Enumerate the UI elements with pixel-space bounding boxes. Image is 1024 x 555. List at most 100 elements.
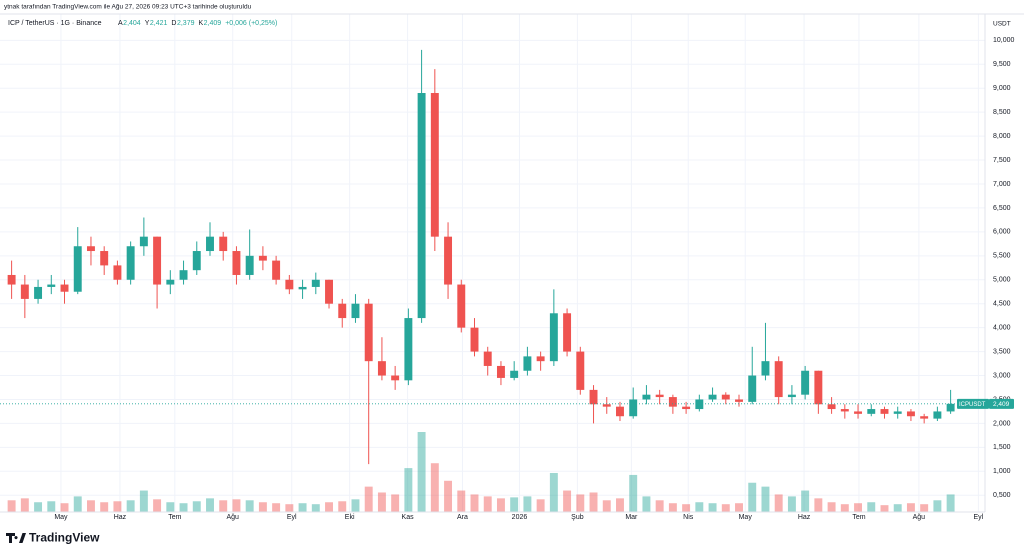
volume-bar: [444, 480, 453, 512]
candle-body: [774, 361, 783, 398]
volume-bar: [60, 503, 69, 512]
x-tick-label: Mar: [625, 514, 638, 521]
volume-bar: [179, 503, 188, 512]
x-tick-label: Ağu: [913, 514, 926, 521]
candle-body: [86, 246, 95, 252]
volume-bar: [549, 472, 558, 512]
volume-bar: [232, 499, 241, 512]
legend-value: 2,379: [177, 20, 195, 27]
volume-bar: [139, 490, 148, 512]
candle-body: [444, 236, 453, 285]
candle-body: [906, 411, 915, 417]
volume-bar: [576, 494, 585, 512]
y-tick-label: 6,000: [993, 229, 1011, 236]
y-tick-label: 8,500: [993, 109, 1011, 116]
legend-key: Y: [145, 20, 150, 27]
volume-bar: [86, 500, 95, 512]
volume-bar: [285, 504, 294, 512]
candle-body: [589, 389, 598, 405]
volume-bar: [893, 504, 902, 512]
candle-body: [7, 274, 16, 285]
volume: [7, 432, 955, 512]
volume-bar: [457, 490, 466, 512]
candle-body: [920, 416, 929, 419]
price-tag: [989, 398, 1014, 409]
x-tick-label: Nis: [683, 514, 694, 521]
x-tick-label: Eki: [345, 514, 355, 521]
legend-key: K: [199, 20, 204, 27]
candle-body: [404, 318, 413, 381]
logo-icon: [6, 533, 26, 543]
candle-body: [642, 394, 651, 400]
x-tick-label: Ağu: [227, 514, 240, 521]
candle-body: [298, 286, 307, 290]
candle-body: [325, 279, 333, 304]
candle-body: [893, 411, 902, 414]
volume-bar: [721, 504, 730, 512]
volume-bar: [417, 432, 426, 512]
candle-body: [351, 303, 360, 319]
volume-bar: [668, 503, 677, 512]
candle-body: [60, 284, 69, 292]
x-tick-label: Haz: [114, 514, 127, 521]
candle-body: [536, 356, 545, 362]
legend-key: D: [171, 20, 176, 27]
candle-body: [126, 246, 135, 280]
y-tick-label: 4,500: [993, 301, 1011, 308]
candle-body: [47, 284, 56, 287]
candle-body: [510, 370, 519, 378]
volume-bar: [602, 500, 611, 512]
volume-bar: [867, 502, 876, 512]
volume-bar: [589, 492, 598, 512]
candle-body: [100, 251, 109, 266]
volume-bar: [906, 503, 915, 512]
y-tick-label: 7,000: [993, 181, 1011, 188]
currency: USDT: [993, 21, 1011, 28]
candle-body: [867, 409, 876, 414]
x-tick-label: Tem: [168, 514, 181, 521]
x-tick-label: Ara: [457, 514, 468, 521]
volume-bar: [153, 499, 162, 512]
volume-bar: [100, 502, 109, 512]
y-tick-label: 9,500: [993, 61, 1011, 68]
attribution: ytnak tarafından TradingView.com ile Ağu…: [4, 4, 252, 11]
volume-bar: [404, 468, 413, 512]
candle-body: [391, 375, 400, 381]
candle-body: [272, 260, 281, 280]
candle-body: [946, 403, 955, 412]
volume-bar: [814, 498, 823, 512]
legend-change: +0,006 (+0,25%): [225, 20, 277, 27]
y-tick-label: 7,500: [993, 157, 1011, 164]
candle-body: [655, 394, 664, 398]
y-tick-label: 4,000: [993, 324, 1011, 331]
candle-body: [192, 251, 201, 271]
candle-body: [139, 236, 148, 247]
legend-value: 2,409: [204, 20, 222, 27]
volume-bar: [787, 496, 796, 512]
candle-body: [113, 265, 122, 280]
candle-body: [735, 399, 743, 402]
candle-body: [179, 270, 188, 280]
candle-body: [457, 284, 466, 328]
candle-body: [20, 284, 29, 299]
y-tick-label: 3,500: [993, 348, 1011, 355]
legend-value: 2,421: [150, 20, 168, 27]
volume-bar: [536, 499, 545, 512]
candle-body: [748, 375, 757, 402]
candle-body: [854, 411, 863, 414]
volume-bar: [682, 504, 691, 512]
symbol-tag: [957, 398, 989, 409]
candle-body: [34, 286, 43, 299]
grid: [0, 14, 985, 512]
candle-body: [338, 303, 347, 319]
volume-bar: [880, 505, 889, 512]
y-tick-label: 3,000: [993, 372, 1011, 379]
candle-body: [840, 409, 849, 412]
volume-bar: [391, 494, 400, 512]
volume-bar: [761, 486, 770, 512]
candle-body: [219, 236, 228, 252]
volume-bar: [933, 500, 942, 512]
volume-bar: [470, 494, 479, 512]
candle-body: [483, 351, 492, 366]
candle-body: [787, 394, 796, 398]
